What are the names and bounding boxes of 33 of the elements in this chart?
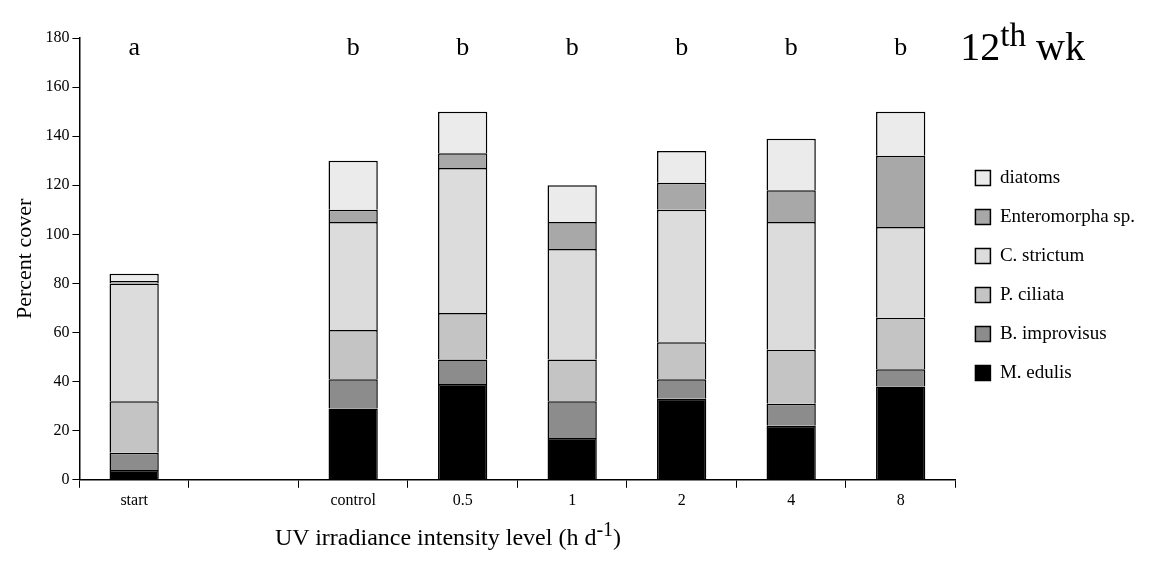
x-tick-label: 8 — [896, 490, 905, 508]
x-tick-label: 1 — [568, 490, 577, 508]
y-tick-label: 160 — [45, 77, 70, 95]
legend-label: M. edulis — [999, 360, 1072, 382]
annotation: b — [565, 31, 579, 61]
y-tick-label: 80 — [53, 273, 70, 291]
y-tick-label: 140 — [45, 126, 70, 144]
x-tick-label: control — [330, 490, 377, 508]
annotation: b — [456, 31, 470, 61]
x-tick-label: 2 — [677, 490, 686, 508]
legend-label: B. improvisus — [999, 321, 1107, 343]
y-tick-label: 100 — [45, 224, 70, 242]
legend-label: P. ciliata — [999, 282, 1065, 304]
annotation: b — [894, 31, 908, 61]
x-axis-title: UV irradiance intensity level (h d$^{-1}$) — [273, 518, 623, 551]
y-axis-title: Percent cover — [10, 198, 36, 320]
y-tick-label: 60 — [53, 322, 70, 340]
annotation: b — [784, 31, 798, 61]
y-tick-label: 0 — [61, 470, 70, 487]
legend-label: diatoms — [999, 165, 1061, 187]
y-tick-label: 120 — [45, 175, 70, 193]
annotation: a — [128, 31, 141, 61]
x-tick-label: 0.5 — [452, 490, 473, 508]
y-tick-label: 40 — [53, 371, 70, 389]
y-tick-label: 180 — [45, 28, 70, 46]
annotation: b — [675, 31, 689, 61]
y-tick-label: 20 — [53, 420, 70, 438]
x-tick-label: start — [120, 490, 149, 508]
legend-label: C. strictum — [999, 243, 1085, 265]
x-tick-label: 4 — [787, 490, 796, 508]
legend-label: Enteromorpha sp. — [999, 204, 1135, 226]
annotation: b — [346, 31, 360, 61]
chart-title: 12$^{th}$ wk — [960, 16, 1085, 71]
